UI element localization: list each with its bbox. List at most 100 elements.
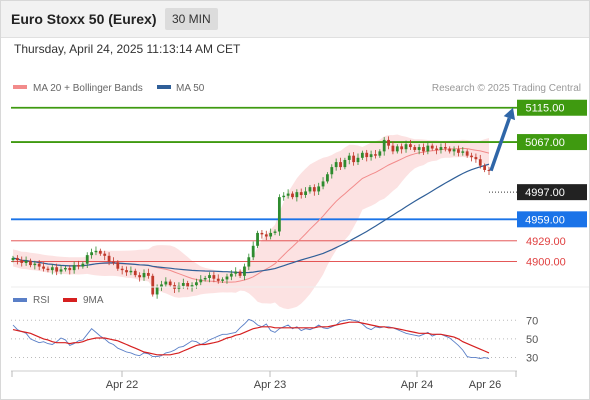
support-tag xyxy=(517,211,587,228)
candle-body xyxy=(343,159,347,168)
interval-button[interactable]: 30 MIN xyxy=(165,8,218,30)
candle-body xyxy=(369,154,373,158)
candle-body xyxy=(155,287,159,295)
candle-body xyxy=(347,155,351,160)
resistance-label: 5115.00 xyxy=(526,103,565,115)
price-panel: 5115.00 5067.00 4997.00 4959.00 4929.00 4900.… xyxy=(11,99,587,310)
bollinger-band xyxy=(13,134,489,310)
candle-body xyxy=(225,276,229,280)
last-price-tag xyxy=(517,184,587,201)
candle-body xyxy=(247,257,251,267)
candle-body xyxy=(42,266,45,269)
candle-body xyxy=(221,279,225,281)
candle-body xyxy=(59,269,63,272)
candle-body xyxy=(15,257,19,261)
candle-body xyxy=(94,250,98,253)
candle-body xyxy=(461,151,465,153)
resistance-tag xyxy=(517,99,587,116)
candle-body xyxy=(251,245,255,258)
candle-body xyxy=(474,157,478,160)
candle-body xyxy=(465,151,469,156)
candle-body xyxy=(448,148,452,152)
candle-body xyxy=(400,146,404,150)
candle-body xyxy=(487,169,491,171)
x-tick-label: Apr 26 xyxy=(469,379,501,391)
candle-body xyxy=(417,147,421,150)
candle-body xyxy=(208,275,211,278)
candle-body xyxy=(203,277,207,280)
candle-body xyxy=(422,147,425,152)
candle-body xyxy=(312,187,316,192)
candle-body xyxy=(452,149,456,152)
candle-body xyxy=(33,263,37,266)
candle-body xyxy=(365,152,369,158)
candle-body xyxy=(81,263,85,267)
rsi-tick-label: 50 xyxy=(526,334,538,346)
last-price-label: 4997.00 xyxy=(525,187,565,199)
candle-body xyxy=(24,260,28,263)
candle-body xyxy=(216,278,220,281)
candle-body xyxy=(181,283,185,286)
rsi-legend-label: RSI xyxy=(33,295,50,306)
candle-body xyxy=(391,145,395,152)
timestamp: Thursday, April 24, 2025 11:13:14 AM CET xyxy=(14,42,241,56)
candle-body xyxy=(195,282,198,286)
candle-body xyxy=(146,272,150,276)
rsi-ma-legend-swatch xyxy=(63,298,77,302)
candle-body xyxy=(138,275,142,278)
candle-body xyxy=(77,265,80,267)
candle-body xyxy=(256,232,259,246)
ma20-legend-swatch xyxy=(13,85,27,89)
candle-body xyxy=(299,192,303,196)
candle-body xyxy=(160,284,163,288)
candle-body xyxy=(339,162,342,168)
candle-body xyxy=(395,146,399,152)
candle-body xyxy=(443,147,447,149)
candle-body xyxy=(168,281,172,286)
candle-body xyxy=(277,197,281,232)
candle-body xyxy=(269,232,273,237)
candle-body xyxy=(212,275,216,279)
resistance-tag xyxy=(517,134,587,151)
candle-body xyxy=(37,263,41,267)
candle-body xyxy=(334,162,338,168)
x-tick-label: Apr 23 xyxy=(254,379,286,391)
candle-body xyxy=(68,267,72,271)
instrument-title: Euro Stoxx 50 (Eurex) xyxy=(11,11,157,27)
candle-body xyxy=(273,231,277,233)
candle-body xyxy=(478,159,482,166)
candle-body xyxy=(107,255,111,262)
candle-body xyxy=(470,155,473,158)
candle-body xyxy=(317,186,321,192)
rsi-tick-label: 70 xyxy=(526,315,538,327)
candle-body xyxy=(103,253,107,256)
candle-body xyxy=(164,281,168,285)
candle-body xyxy=(408,144,412,148)
candle-body xyxy=(387,139,390,146)
candle-body xyxy=(120,268,124,271)
rsi-ma-legend-label: 9MA xyxy=(83,295,104,306)
candle-body xyxy=(356,157,360,163)
candle-body xyxy=(243,266,246,276)
candle-body xyxy=(229,273,233,277)
candle-body xyxy=(264,234,268,237)
candle-body xyxy=(457,149,460,153)
candle-body xyxy=(98,250,102,254)
candle-body xyxy=(112,261,115,263)
candle-body xyxy=(308,187,312,192)
support-secondary-label: 4929.00 xyxy=(526,236,566,248)
candle-body xyxy=(238,271,242,276)
rsi-legend-swatch xyxy=(13,298,27,302)
candle-body xyxy=(286,193,290,196)
candle-body xyxy=(260,232,264,235)
candle-body xyxy=(55,267,59,272)
candle-body xyxy=(439,147,443,150)
rsi-panel: 70 50 30 xyxy=(11,315,538,365)
candle-body xyxy=(282,195,286,198)
x-tick-label: Apr 24 xyxy=(401,379,433,391)
candle-body xyxy=(426,145,430,152)
candle-body xyxy=(72,265,76,271)
ma50-legend-label: MA 50 xyxy=(176,83,205,94)
